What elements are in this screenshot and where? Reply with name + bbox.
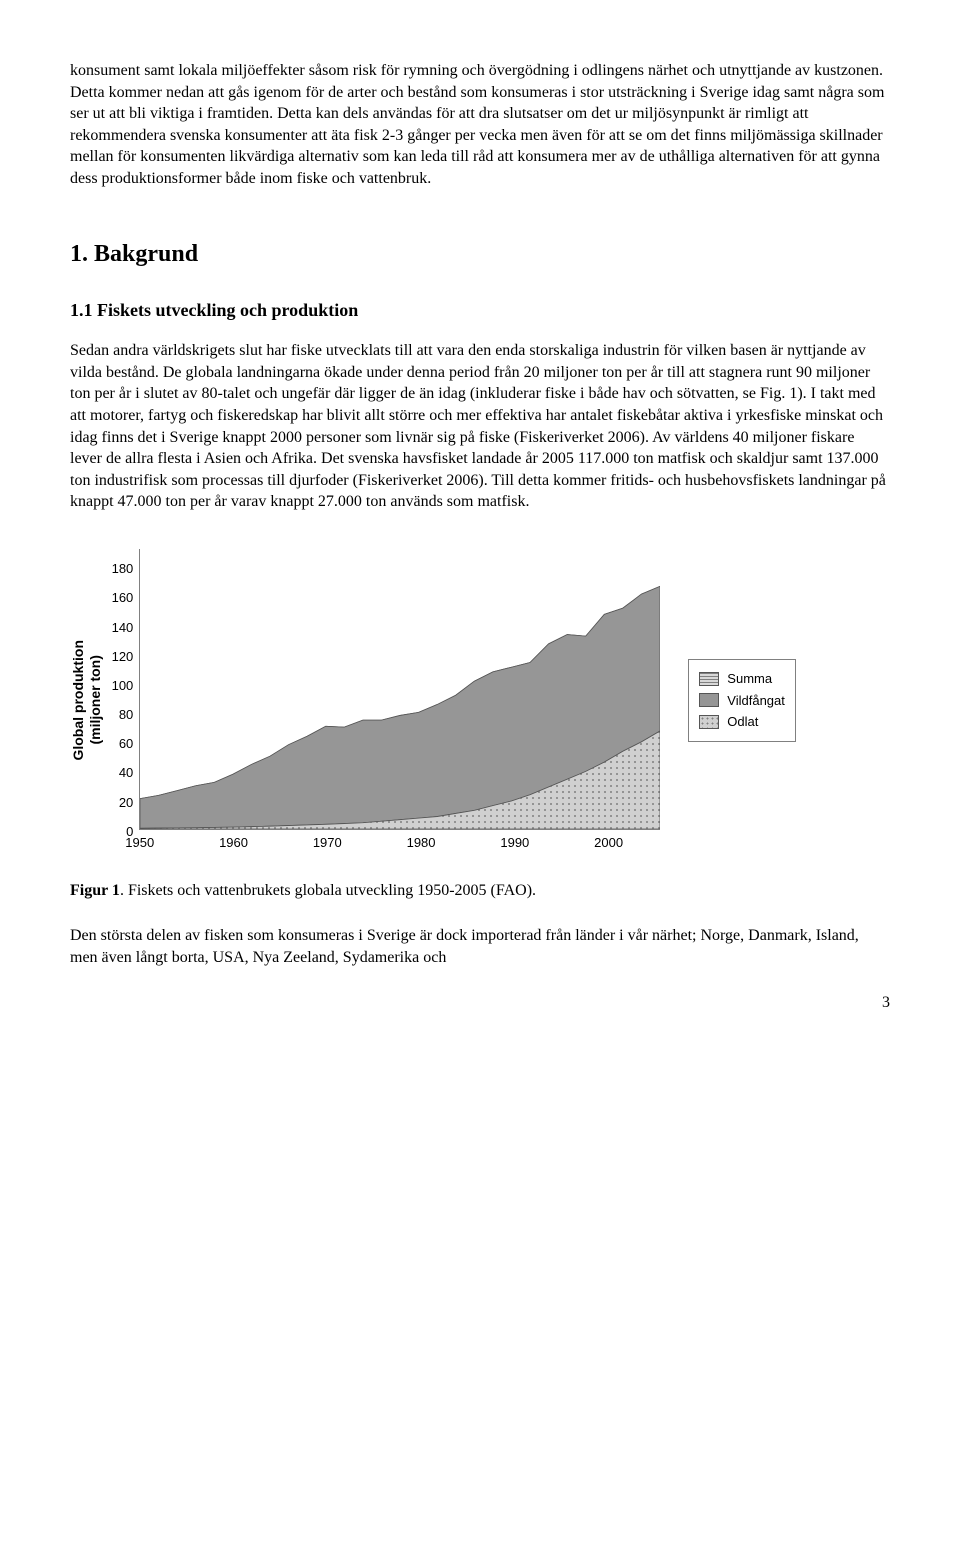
chart-x-axis-ticks: 195019601970198019902000 — [139, 834, 659, 852]
legend-item-odlat: Odlat — [699, 713, 785, 731]
footer-paragraph: Den största delen av fisken som konsumer… — [70, 925, 890, 968]
legend-item-summa: Summa — [699, 670, 785, 688]
section-heading: 1. Bakgrund — [70, 238, 890, 270]
subsection-heading: 1.1 Fiskets utveckling och produktion — [70, 298, 890, 322]
production-chart: Global produktion (miljoner ton) 1801601… — [70, 549, 890, 852]
legend-label: Odlat — [727, 713, 758, 731]
legend-label: Summa — [727, 670, 772, 688]
legend-label: Vildfångat — [727, 692, 785, 710]
legend-swatch-summa — [699, 672, 719, 686]
page-number: 3 — [70, 992, 890, 1014]
chart-y-axis-ticks: 180160140120100806040200 — [112, 560, 140, 840]
legend-item-vildfangat: Vildfångat — [699, 692, 785, 710]
legend-swatch-vildfangat — [699, 693, 719, 707]
chart-legend: Summa Vildfångat Odlat — [688, 659, 796, 742]
chart-plot-area — [139, 549, 660, 830]
legend-swatch-odlat — [699, 715, 719, 729]
intro-paragraph: konsument samt lokala miljöeffekter såso… — [70, 60, 890, 190]
body-paragraph: Sedan andra världskrigets slut har fiske… — [70, 340, 890, 513]
figure-caption: Figur 1. Fiskets och vattenbrukets globa… — [70, 880, 890, 902]
chart-y-axis-label: Global produktion (miljoner ton) — [70, 640, 104, 761]
